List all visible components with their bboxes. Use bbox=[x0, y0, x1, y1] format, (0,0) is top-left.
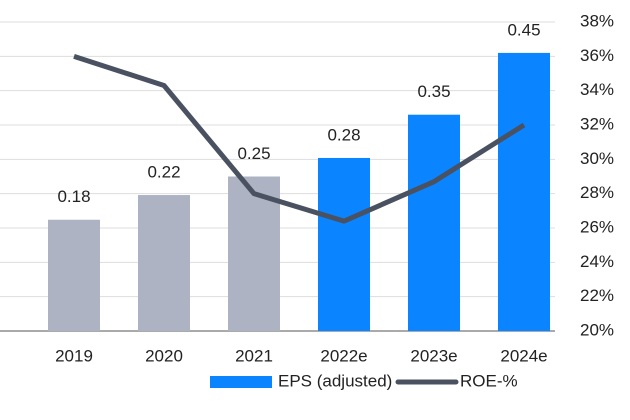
y2-tick-label: 26% bbox=[580, 217, 614, 236]
x-tick-label: 2020 bbox=[145, 346, 183, 365]
y2-tick-label: 24% bbox=[580, 252, 614, 271]
x-tick-label: 2022e bbox=[320, 346, 367, 365]
x-tick-label: 2023e bbox=[410, 346, 457, 365]
y2-tick-label: 22% bbox=[580, 286, 614, 305]
x-tick-label: 2019 bbox=[55, 346, 93, 365]
data-label: 0.22 bbox=[147, 163, 180, 182]
y2-tick-label: 28% bbox=[580, 183, 614, 202]
x-tick-label: 2021 bbox=[235, 346, 273, 365]
y2-tick-label: 32% bbox=[580, 114, 614, 133]
bar bbox=[48, 219, 100, 331]
data-label: 0.35 bbox=[417, 82, 450, 101]
bar bbox=[138, 195, 190, 331]
bar bbox=[318, 157, 370, 331]
legend-label: EPS (adjusted) bbox=[278, 371, 392, 390]
bar bbox=[408, 114, 460, 331]
data-label: 0.45 bbox=[507, 20, 540, 39]
legend-label: ROE-% bbox=[460, 371, 518, 390]
y2-tick-label: 34% bbox=[580, 80, 614, 99]
y2-tick-label: 20% bbox=[580, 320, 614, 339]
data-label: 0.25 bbox=[237, 144, 270, 163]
x-tick-label: 2024e bbox=[500, 346, 547, 365]
bar bbox=[498, 52, 550, 332]
data-label: 0.28 bbox=[327, 125, 360, 144]
line bbox=[73, 53, 526, 224]
y2-tick-label: 38% bbox=[580, 11, 614, 30]
y2-tick-label: 36% bbox=[580, 46, 614, 65]
bar bbox=[228, 176, 280, 331]
legend-swatch bbox=[210, 376, 272, 388]
y2-tick-label: 30% bbox=[580, 149, 614, 168]
data-label: 0.18 bbox=[57, 187, 90, 206]
